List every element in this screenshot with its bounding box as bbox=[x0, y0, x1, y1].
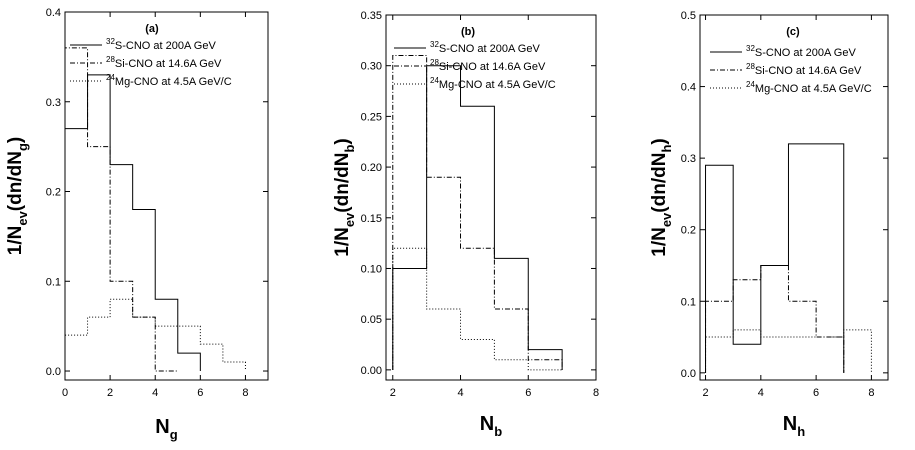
histogram-series-dotted bbox=[705, 329, 872, 373]
legend-entry: 28Si-CNO at 14.6A GeV bbox=[746, 62, 862, 77]
x-tick-label: 6 bbox=[525, 387, 531, 399]
legend-entry: 28Si-CNO at 14.6A GeV bbox=[430, 58, 546, 73]
y-axis-label: 1/Nev(dn/dNb) bbox=[332, 138, 357, 256]
y-tick-label: 0.1 bbox=[46, 276, 61, 288]
legend-entry: 24Mg-CNO at 4.5A GeV/C bbox=[746, 80, 872, 95]
x-tick-label: 8 bbox=[868, 387, 874, 399]
y-tick-label: 0.2 bbox=[681, 225, 696, 237]
y-tick-label: 0.0 bbox=[681, 368, 696, 380]
y-tick-label: 0.3 bbox=[46, 97, 61, 109]
x-tick-label: 2 bbox=[390, 387, 396, 399]
histogram-series-dotted bbox=[392, 247, 563, 371]
x-axis-label: Nb bbox=[480, 413, 502, 439]
x-tick-label: 4 bbox=[152, 387, 158, 399]
y-tick-label: 0.35 bbox=[361, 10, 382, 22]
panel-label: (b) bbox=[461, 26, 475, 38]
y-axis-label: 1/Nev(dn/dNg) bbox=[5, 137, 30, 255]
y-tick-label: 0.3 bbox=[681, 153, 696, 165]
x-tick-label: 2 bbox=[107, 387, 113, 399]
histogram-series-dashdot bbox=[392, 55, 563, 370]
y-tick-label: 0.20 bbox=[361, 162, 382, 174]
x-tick-label: 2 bbox=[702, 387, 708, 399]
plot-frame bbox=[385, 14, 597, 381]
y-tick-label: 0.2 bbox=[46, 187, 61, 199]
legend-entry: 28Si-CNO at 14.6A GeV bbox=[106, 55, 222, 70]
y-tick-label: 0.10 bbox=[361, 263, 382, 275]
y-tick-label: 0.5 bbox=[681, 10, 696, 22]
y-tick-label: 0.25 bbox=[361, 111, 382, 123]
legend: 32S-CNO at 200A GeV 28Si-CNO at 14.6A GeV… bbox=[70, 37, 232, 88]
legend-entry: 32S-CNO at 200A GeV bbox=[430, 40, 540, 55]
panel-label: (a) bbox=[145, 23, 159, 35]
y-tick-label: 0.4 bbox=[681, 82, 696, 94]
y-tick-label: 0.00 bbox=[361, 365, 382, 377]
y-tick-label: 0.1 bbox=[681, 296, 696, 308]
histogram-series-dashdot bbox=[705, 264, 845, 373]
legend-entry: 24Mg-CNO at 4.5A GeV/C bbox=[430, 76, 556, 91]
histogram-series-solid bbox=[392, 65, 563, 370]
x-tick-label: 6 bbox=[197, 387, 203, 399]
y-tick-label: 0.4 bbox=[46, 7, 61, 19]
chart-panel-2: 2 4 6 8 0.0 0.1 0.2 0.3 0.4 0.5 (c) 32S-CNO at 200A… bbox=[649, 10, 889, 439]
x-tick-label: 4 bbox=[457, 387, 463, 399]
legend: 32S-CNO at 200A GeV 28Si-CNO at 14.6A GeV… bbox=[394, 40, 556, 91]
chart-panel-0: 0 2 4 6 8 0.0 0.1 0.2 0.3 0.4 (a) 32S-CNO at 200A G… bbox=[5, 7, 269, 442]
x-tick-label: 8 bbox=[242, 387, 248, 399]
x-axis-label: Nh bbox=[783, 413, 805, 439]
y-tick-label: 0.0 bbox=[46, 366, 61, 378]
plot-frame bbox=[699, 14, 889, 381]
x-axis-label: Ng bbox=[155, 416, 177, 442]
legend-entry: 32S-CNO at 200A GeV bbox=[106, 37, 216, 52]
chart-panel-1: 2 4 6 8 0.00 0.05 0.10 0.15 0.20 0.25 0.30 0.35 (b) 3… bbox=[332, 10, 599, 439]
x-tick-label: 4 bbox=[758, 387, 764, 399]
histogram-series-solid bbox=[705, 143, 845, 373]
legend-entry: 24Mg-CNO at 4.5A GeV/C bbox=[106, 73, 232, 88]
x-tick-label: 6 bbox=[813, 387, 819, 399]
panel-label: (c) bbox=[786, 26, 800, 38]
y-tick-label: 0.30 bbox=[361, 61, 382, 73]
y-tick-label: 0.15 bbox=[361, 213, 382, 225]
x-tick-label: 8 bbox=[593, 387, 599, 399]
legend-entry: 32S-CNO at 200A GeV bbox=[746, 44, 856, 59]
y-axis-label: 1/Nev(dn/dNh) bbox=[649, 138, 674, 256]
legend: 32S-CNO at 200A GeV 28Si-CNO at 14.6A GeV… bbox=[710, 44, 872, 95]
histogram-series-dashdot bbox=[64, 47, 178, 372]
x-tick-label: 0 bbox=[62, 387, 68, 399]
y-tick-label: 0.05 bbox=[361, 314, 382, 326]
